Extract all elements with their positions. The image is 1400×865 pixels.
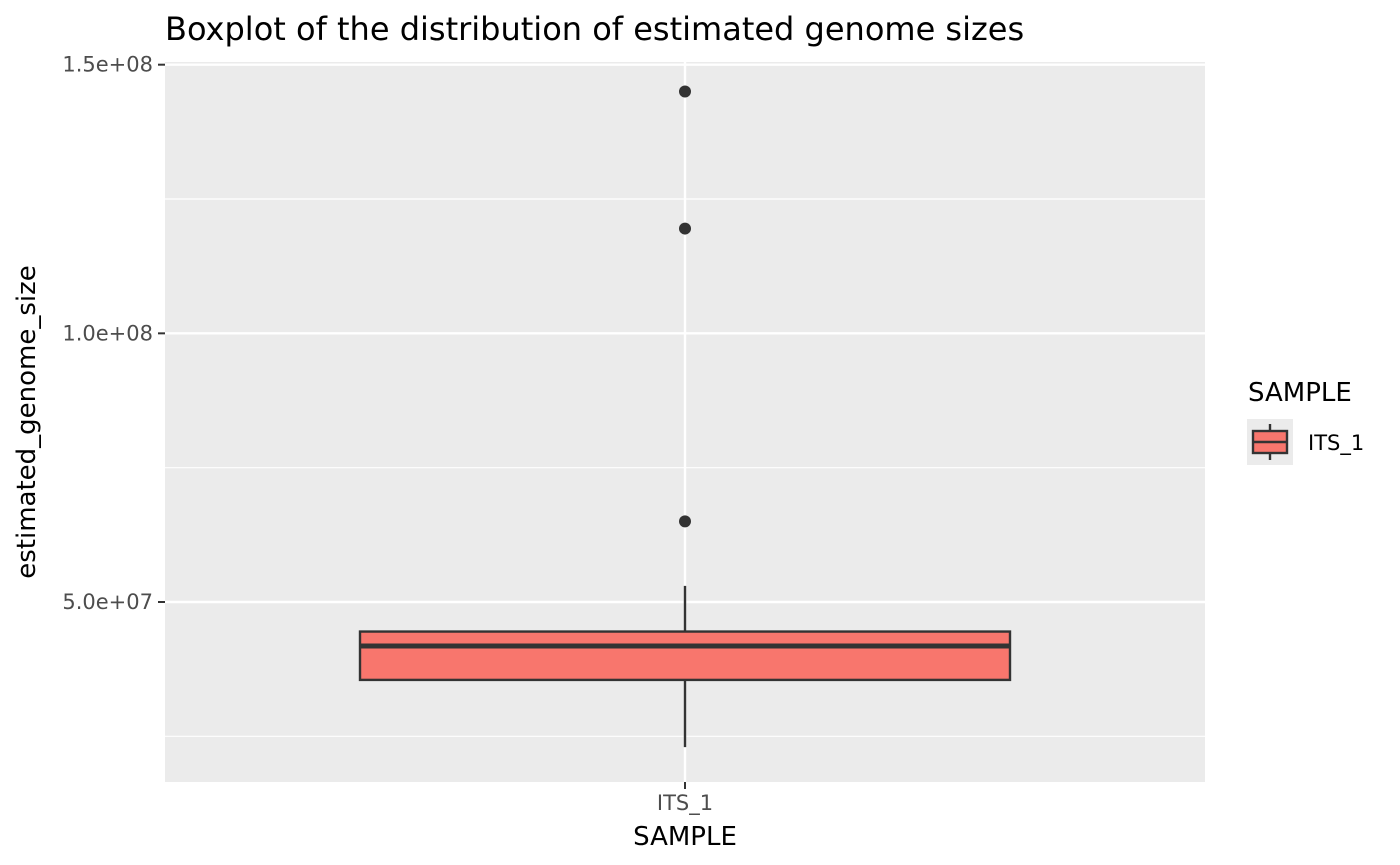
x-tick-label: ITS_1 [657,791,713,816]
chart-title: Boxplot of the distribution of estimated… [165,10,1024,48]
outlier-point [679,85,691,98]
x-axis-title: SAMPLE [633,822,737,852]
legend-key [1247,419,1293,465]
outlier-point [679,515,691,528]
outlier-point [679,222,691,235]
y-tick-label: 5.0e+07 [62,590,153,614]
y-tick-label: 1.0e+08 [62,321,153,345]
y-tick-label: 1.5e+08 [62,53,153,77]
y-axis-ticks: 5.0e+07 1.0e+08 1.5e+08 [62,53,165,614]
boxplot-boxes [358,85,1012,748]
legend: SAMPLE ITS_1 [1247,378,1364,465]
legend-label: ITS_1 [1308,431,1364,456]
legend-title: SAMPLE [1248,378,1352,408]
legend-entries: ITS_1 [1247,419,1364,465]
x-axis-ticks: ITS_1 [657,782,713,816]
box-iqr [358,630,1012,682]
y-axis-title: estimated_genome_size [12,265,42,579]
